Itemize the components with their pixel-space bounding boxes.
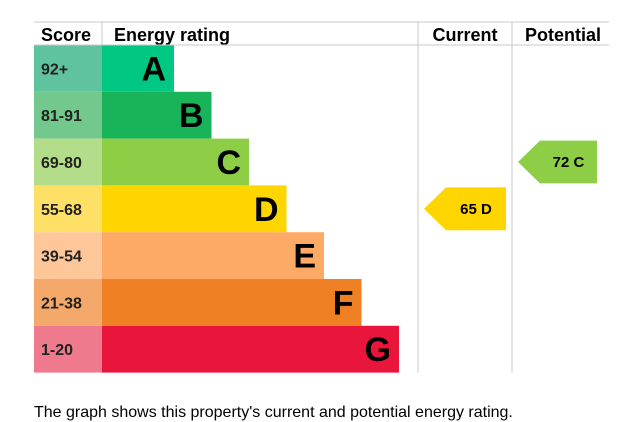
band-bar-d — [102, 185, 287, 233]
band-letter-b: B — [179, 97, 204, 135]
band-letter-e: E — [293, 238, 316, 276]
score-cell-c — [34, 138, 102, 186]
band-letter-d: D — [254, 191, 279, 229]
score-cell-g — [34, 325, 102, 373]
rating-bands: 92+ A 81-91 B 69-80 C 55-68 D 39-54 E 21-38 F 1-20 G — [34, 45, 399, 373]
current-rating-label: 65 D — [460, 201, 492, 218]
score-label-c: 69-80 — [41, 155, 82, 172]
band-bar-a — [102, 45, 174, 92]
header-score: Score — [41, 25, 91, 45]
score-cell-f — [34, 279, 102, 326]
band-letter-g: G — [365, 331, 391, 369]
header-energy-rating: Energy rating — [114, 25, 230, 45]
score-label-b: 81-91 — [41, 108, 82, 125]
band-letter-a: A — [141, 50, 166, 88]
potential-rating-label: 72 C — [553, 154, 585, 171]
potential-rating-arrow — [518, 140, 597, 184]
rating-markers: 65 D 72 C — [424, 140, 597, 231]
band-letter-c: C — [216, 144, 241, 182]
score-label-e: 39-54 — [41, 249, 82, 266]
band-bar-c — [102, 138, 249, 186]
grid-lines — [34, 21, 609, 373]
band-bar-b — [102, 91, 212, 139]
score-cell-e — [34, 232, 102, 279]
header-potential: Potential — [525, 25, 601, 45]
score-label-a: 92+ — [41, 61, 68, 78]
band-letter-f: F — [333, 284, 354, 322]
current-rating-arrow — [424, 187, 506, 231]
band-bar-f — [102, 279, 362, 326]
score-cell-d — [34, 185, 102, 233]
score-label-f: 21-38 — [41, 295, 82, 312]
band-bar-e — [102, 232, 324, 279]
score-label-d: 55-68 — [41, 202, 82, 219]
epc-chart: Score Energy rating Current Potential 92… — [34, 21, 609, 373]
header-current: Current — [432, 25, 497, 45]
score-cell-b — [34, 91, 102, 139]
score-cell-a — [34, 45, 102, 92]
footer-caption: The graph shows this property's current … — [34, 404, 513, 421]
score-label-g: 1-20 — [41, 342, 73, 359]
band-bar-g — [102, 325, 399, 373]
